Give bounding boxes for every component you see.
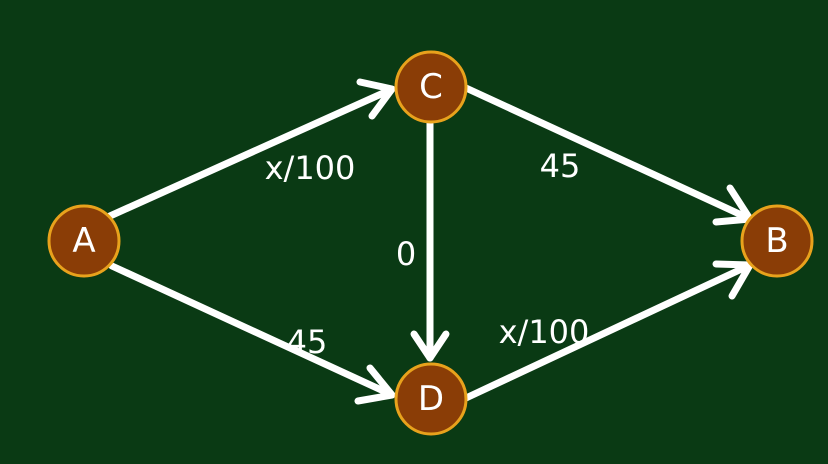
edge-c-d bbox=[410, 114, 450, 362]
node-label-d: D bbox=[418, 379, 444, 419]
edge-label-d-b: x/100 bbox=[499, 313, 590, 351]
node-label-a: A bbox=[72, 221, 95, 261]
edge-label-c-d: 0 bbox=[396, 235, 416, 273]
node-b: B bbox=[740, 204, 814, 278]
node-a: A bbox=[47, 204, 121, 278]
node-label-c: C bbox=[419, 67, 443, 107]
edge-label-a-c: x/100 bbox=[265, 149, 356, 187]
node-c: C bbox=[394, 50, 468, 124]
edge-a-c bbox=[106, 78, 396, 220]
edge-label-c-b: 45 bbox=[540, 147, 581, 185]
node-label-b: B bbox=[765, 221, 788, 261]
node-d: D bbox=[394, 362, 468, 436]
edge-label-a-d: 45 bbox=[287, 323, 328, 361]
edge-c-b bbox=[462, 84, 754, 226]
edge-a-d bbox=[108, 262, 396, 405]
